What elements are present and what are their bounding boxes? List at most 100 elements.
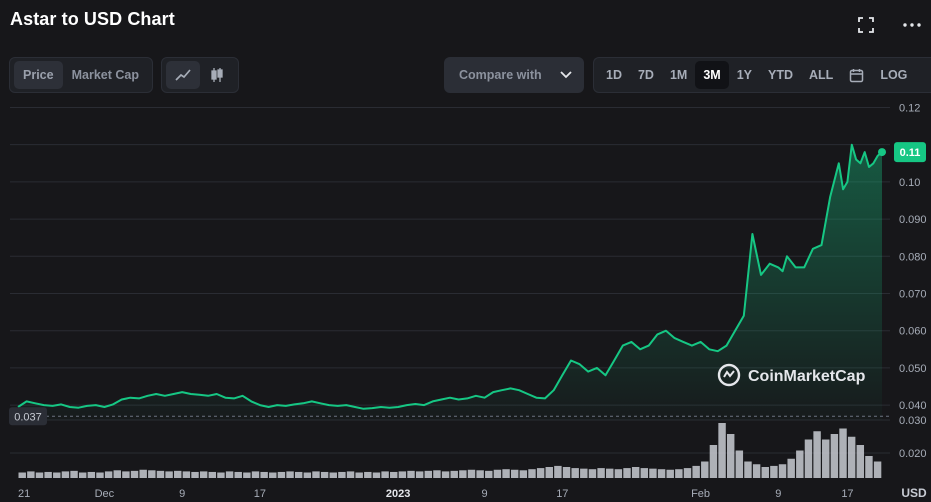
current-price-badge: 0.11 xyxy=(894,142,926,163)
range-3m[interactable]: 3M xyxy=(695,61,729,89)
x-tick-label: 21 xyxy=(18,488,30,500)
range-7d[interactable]: 7D xyxy=(637,68,654,82)
volume-bar xyxy=(130,470,139,478)
volume-bar xyxy=(606,468,614,478)
current-price-label: 0.11 xyxy=(900,147,921,159)
calendar-icon[interactable] xyxy=(841,61,872,89)
volume-bar xyxy=(485,470,493,478)
range-1m[interactable]: 1M xyxy=(669,68,688,82)
current-price-dot xyxy=(878,148,886,157)
x-tick-label: 9 xyxy=(775,488,781,500)
range-1y[interactable]: 1Y xyxy=(736,68,753,82)
volume-bar xyxy=(61,471,70,478)
volume-bar xyxy=(148,470,156,478)
volume-bar xyxy=(70,470,78,478)
more-dots-icon[interactable] xyxy=(901,14,923,36)
volume-bar xyxy=(407,470,415,478)
x-tick-label: 2023 xyxy=(386,488,410,500)
volume-bar xyxy=(53,472,61,478)
volume-bar xyxy=(761,467,769,478)
volume-bar xyxy=(251,471,260,478)
range-1d[interactable]: 1D xyxy=(606,68,622,82)
x-tick-label: Dec xyxy=(95,488,115,500)
volume-bar xyxy=(528,469,536,478)
volume-bar xyxy=(510,469,519,478)
volume-bar xyxy=(234,471,242,478)
volume-bar xyxy=(580,468,588,478)
range-all[interactable]: ALL xyxy=(809,68,834,82)
volume-bar xyxy=(493,469,502,478)
volume-bar xyxy=(519,470,528,478)
volume-bar xyxy=(122,471,130,478)
volume-bar xyxy=(156,470,165,478)
x-tick-label: 9 xyxy=(179,488,185,500)
volume-bar xyxy=(545,467,553,478)
chart-type-toggle xyxy=(161,57,239,93)
y-tick-label: 0.070 xyxy=(899,288,927,300)
tab-price[interactable]: Price xyxy=(14,61,63,89)
baseline-badge: 0.037 xyxy=(9,407,47,426)
y-axis-unit: USD xyxy=(901,486,927,500)
volume-bar xyxy=(191,471,199,478)
metric-toggle: Price Market Cap xyxy=(9,57,153,93)
volume-bar xyxy=(640,468,649,478)
volume-bar xyxy=(744,461,752,478)
volume-bar xyxy=(96,472,104,478)
volume-bar xyxy=(554,465,562,478)
volume-bar xyxy=(623,468,631,478)
watermark: CoinMarketCap xyxy=(717,363,866,387)
volume-bar xyxy=(269,472,277,478)
log-scale-button[interactable]: LOG xyxy=(880,68,908,82)
line-chart-icon[interactable] xyxy=(166,61,200,89)
volume-bar xyxy=(104,471,113,478)
volume-bar xyxy=(822,439,830,478)
volume-bar xyxy=(277,471,286,478)
volume-bar xyxy=(873,461,882,478)
volume-bar xyxy=(666,469,674,478)
x-tick-label: 17 xyxy=(841,488,853,500)
y-axis-labels: 0.12 0.10 0.090 0.080 0.070 0.060 0.050 0.040 0.… xyxy=(899,102,927,460)
volume-bar xyxy=(476,470,484,478)
volume-bar xyxy=(390,471,398,478)
compare-label: Compare with xyxy=(459,68,542,82)
y-tick-label: 0.10 xyxy=(899,177,920,189)
volume-bar xyxy=(398,471,407,478)
volume-bar xyxy=(260,471,268,478)
volume-bar xyxy=(364,471,372,478)
volume-bar xyxy=(225,471,234,478)
fullscreen-icon[interactable] xyxy=(855,14,877,36)
price-area xyxy=(18,144,882,420)
volume-bar xyxy=(27,471,35,478)
volume-bar xyxy=(165,471,173,478)
volume-bar xyxy=(804,439,813,478)
candlestick-icon[interactable] xyxy=(200,61,234,89)
volume-bar xyxy=(243,472,251,478)
volume-bar xyxy=(174,470,182,478)
y-tick-label: 0.060 xyxy=(899,326,927,338)
price-line xyxy=(17,143,883,410)
volume-bar xyxy=(381,471,389,478)
volume-bar xyxy=(139,469,147,478)
volume-bar xyxy=(701,461,709,478)
x-tick-label: Feb xyxy=(691,488,710,500)
volume-bar xyxy=(597,468,605,478)
tab-market-cap[interactable]: Market Cap xyxy=(71,68,139,82)
y-tick-label: 0.040 xyxy=(899,400,927,412)
volume-bar xyxy=(87,471,96,478)
range-ytd[interactable]: YTD xyxy=(768,68,794,82)
baseline-label: 0.037 xyxy=(14,411,42,423)
volume-bar xyxy=(502,469,510,478)
volume-bar xyxy=(355,472,363,478)
volume-tick-label: 0.020 xyxy=(899,448,927,460)
volume-bar xyxy=(312,471,320,478)
volume-bars xyxy=(18,423,882,478)
x-tick-label: 17 xyxy=(254,488,266,500)
volume-bar xyxy=(787,458,795,478)
volume-bar xyxy=(372,472,381,478)
volume-bar xyxy=(796,450,804,478)
compare-with-dropdown[interactable]: Compare with xyxy=(444,57,584,93)
volume-bar xyxy=(18,472,26,478)
volume-bar xyxy=(467,469,476,478)
volume-bar xyxy=(675,469,683,478)
y-tick-label: 0.090 xyxy=(899,214,927,226)
